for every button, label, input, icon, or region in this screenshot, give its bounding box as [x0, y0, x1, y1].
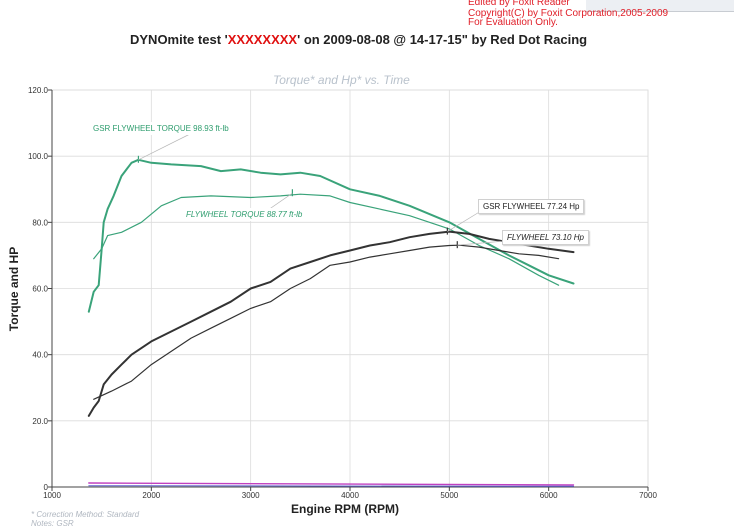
watermark-line-3: For Evaluation Only.	[468, 17, 558, 28]
x-tick-label-3: 4000	[341, 491, 359, 500]
x-axis-label: Engine RPM (RPM)	[291, 502, 399, 516]
y-tick-label-5: 100.0	[28, 152, 49, 161]
callout-leader-3	[457, 240, 506, 246]
footnote-correction: * Correction Method: Standard	[31, 510, 140, 519]
y-tick-label-4: 80.0	[32, 218, 48, 227]
title-prefix: DYNOmite test '	[130, 32, 228, 47]
annotation-gsr-torque: GSR FLYWHEEL TORQUE 98.93 ft-lb	[89, 122, 233, 135]
x-tick-label-5: 6000	[540, 491, 558, 500]
window-top-strip	[586, 0, 734, 12]
report-title: DYNOmite test 'XXXXXXXX' on 2009-08-08 @…	[130, 32, 587, 47]
y-tick-label-2: 40.0	[32, 351, 48, 360]
x-tick-label-0: 1000	[43, 491, 61, 500]
annotation-flywheel-hp: FLYWHEEL 73.10 Hp	[502, 230, 589, 245]
y-tick-label-6: 120.0	[28, 86, 49, 95]
y-tick-label-0: 0	[44, 483, 49, 492]
y-tick-label-3: 60.0	[32, 285, 48, 294]
watermark-line-2: Copyright(C) by Foxit Corporation,2005-2…	[468, 8, 669, 19]
title-redacted: XXXXXXXX	[227, 32, 298, 47]
annotation-gsr-hp: GSR FLYWHEEL 77.24 Hp	[478, 199, 585, 214]
series-line-1	[93, 193, 560, 286]
y-tick-label-1: 20.0	[32, 417, 48, 426]
series-line-3	[93, 244, 560, 400]
callout-leader-2	[447, 210, 482, 232]
callout-leader-0	[138, 133, 191, 161]
series-line-4	[88, 482, 575, 486]
x-tick-label-4: 5000	[440, 491, 458, 500]
footnote-notes: Notes: GSR	[31, 519, 74, 528]
x-tick-label-6: 7000	[639, 491, 657, 500]
title-suffix: ' on 2009-08-08 @ 14-17-15" by Red Dot R…	[297, 32, 588, 47]
annotation-flywheel-torque: FLYWHEEL TORQUE 88.77 ft-lb	[182, 208, 307, 221]
chart-title: Torque* and Hp* vs. Time	[273, 73, 410, 87]
x-tick-label-1: 2000	[142, 491, 160, 500]
x-tick-label-2: 3000	[242, 491, 260, 500]
series-line-5	[88, 485, 574, 487]
watermark-line-1: Edited by Foxit Reader	[468, 0, 570, 8]
series-line-0	[87, 158, 575, 313]
series-line-2	[87, 230, 575, 417]
